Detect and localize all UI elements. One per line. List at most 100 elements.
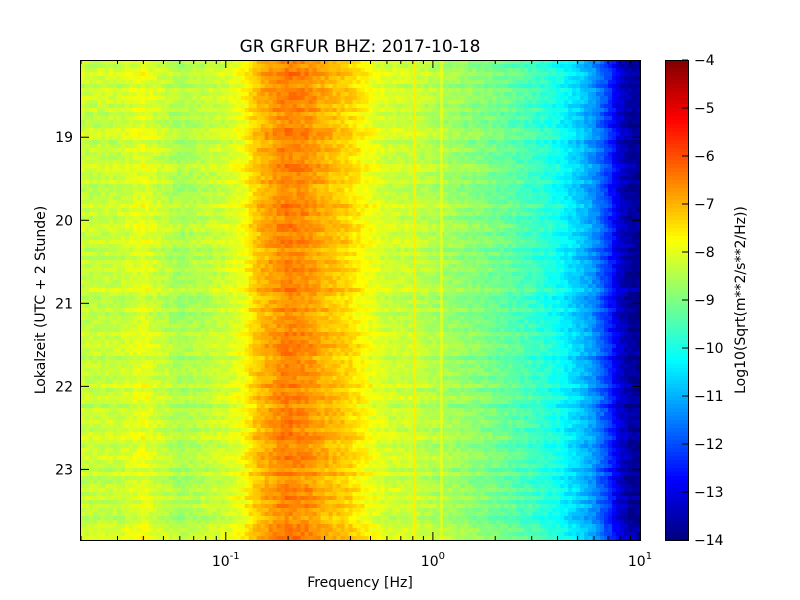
heatmap-cell: [424, 160, 429, 165]
heatmap-cell: [249, 164, 254, 169]
heatmap-cell: [588, 68, 593, 73]
heatmap-cell: [376, 120, 381, 125]
heatmap-cell: [289, 184, 294, 189]
heatmap-cell: [149, 124, 154, 129]
heatmap-cell: [281, 116, 286, 121]
heatmap-cell: [145, 140, 150, 145]
heatmap-cell: [245, 188, 250, 193]
heatmap-cell: [237, 120, 242, 125]
heatmap-cell: [85, 152, 90, 157]
heatmap-cell: [432, 76, 437, 81]
heatmap-cell: [361, 160, 366, 165]
heatmap-cell: [149, 140, 154, 145]
heatmap-cell: [480, 128, 485, 133]
heatmap-cell: [432, 112, 437, 117]
heatmap-cell: [309, 108, 314, 113]
heatmap-cell: [141, 148, 146, 153]
heatmap-cell: [277, 192, 282, 197]
heatmap-cell: [345, 84, 350, 89]
heatmap-cell: [532, 116, 537, 121]
heatmap-cell: [109, 96, 114, 101]
heatmap-cell: [368, 100, 373, 105]
heatmap-cell: [536, 192, 541, 197]
heatmap-cell: [237, 188, 242, 193]
heatmap-cell: [404, 100, 409, 105]
heatmap-cell: [133, 144, 138, 149]
heatmap-cell: [632, 108, 637, 113]
heatmap-cell: [604, 104, 609, 109]
heatmap-cell: [540, 120, 545, 125]
heatmap-cell: [225, 76, 230, 81]
heatmap-cell: [480, 124, 485, 129]
heatmap-cell: [404, 180, 409, 185]
heatmap-cell: [353, 64, 358, 69]
heatmap-cell: [265, 112, 270, 117]
heatmap-cell: [241, 116, 246, 121]
heatmap-cell: [253, 84, 258, 89]
heatmap-cell: [177, 88, 182, 93]
heatmap-cell: [125, 136, 130, 141]
heatmap-cell: [500, 76, 505, 81]
heatmap-cell: [564, 196, 569, 201]
heatmap-cell: [620, 120, 625, 125]
heatmap-cell: [480, 92, 485, 97]
heatmap-cell: [528, 192, 533, 197]
heatmap-cell: [620, 196, 625, 201]
heatmap-cell: [349, 120, 354, 125]
heatmap-cell: [532, 172, 537, 177]
heatmap-cell: [460, 64, 465, 69]
heatmap-cell: [520, 64, 525, 69]
heatmap-cell: [169, 68, 174, 73]
heatmap-cell: [161, 100, 166, 105]
heatmap-cell: [368, 168, 373, 173]
heatmap-cell: [121, 116, 126, 121]
heatmap-cell: [241, 104, 246, 109]
heatmap-cell: [313, 200, 318, 205]
heatmap-cell: [349, 140, 354, 145]
heatmap-cell: [444, 160, 449, 165]
heatmap-cell: [321, 68, 326, 73]
heatmap-cell: [380, 180, 385, 185]
heatmap-cell: [376, 188, 381, 193]
heatmap-cell: [604, 68, 609, 73]
heatmap-cell: [428, 196, 433, 201]
heatmap-cell: [472, 144, 477, 149]
heatmap-cell: [233, 76, 238, 81]
heatmap-cell: [496, 124, 501, 129]
heatmap-cell: [277, 128, 282, 133]
heatmap-cell: [584, 88, 589, 93]
heatmap-cell: [580, 64, 585, 69]
heatmap-cell: [109, 124, 114, 129]
heatmap-cell: [432, 184, 437, 189]
heatmap-cell: [181, 92, 186, 97]
heatmap-cell: [149, 180, 154, 185]
heatmap-cell: [564, 96, 569, 101]
heatmap-cell: [516, 176, 521, 181]
heatmap-cell: [608, 140, 613, 145]
heatmap-cell: [325, 156, 330, 161]
heatmap-cell: [353, 140, 358, 145]
heatmap-cell: [133, 100, 138, 105]
heatmap-cell: [468, 184, 473, 189]
heatmap-cell: [113, 176, 118, 181]
heatmap-cell: [309, 188, 314, 193]
heatmap-cell: [345, 120, 350, 125]
heatmap-cell: [444, 144, 449, 149]
heatmap-cell: [548, 116, 553, 121]
heatmap-cell: [349, 136, 354, 141]
heatmap-cell: [353, 180, 358, 185]
heatmap-cell: [353, 96, 358, 101]
heatmap-cell: [301, 136, 306, 141]
heatmap-cell: [225, 176, 230, 181]
heatmap-cell: [157, 64, 162, 69]
heatmap-cell: [193, 68, 198, 73]
heatmap-cell: [133, 192, 138, 197]
heatmap-cell: [552, 128, 557, 133]
heatmap-cell: [484, 76, 489, 81]
heatmap-cell: [488, 144, 493, 149]
heatmap-cell: [249, 104, 254, 109]
heatmap-cell: [349, 144, 354, 149]
heatmap-cell: [305, 84, 310, 89]
heatmap-cell: [157, 72, 162, 77]
heatmap-cell: [612, 120, 617, 125]
